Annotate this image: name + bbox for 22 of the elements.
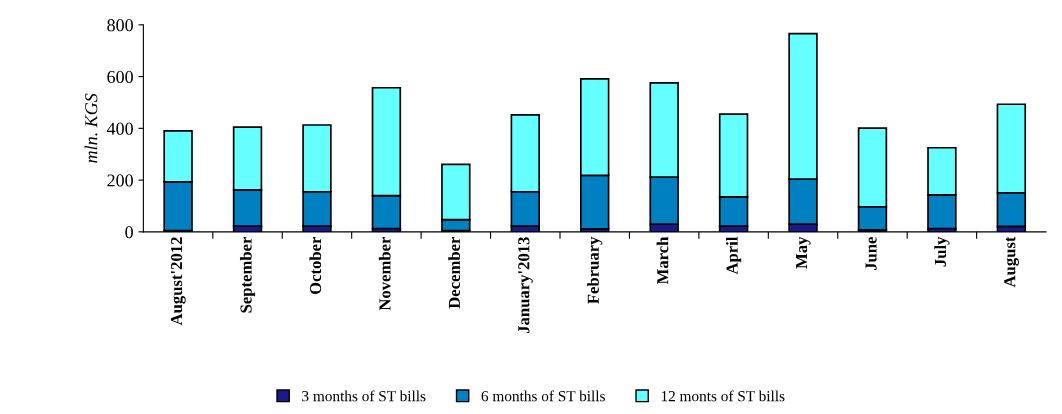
x-tick-label: July	[934, 236, 950, 267]
legend-label: 12 monts of ST bills	[661, 390, 785, 402]
legend-label: 3 months of ST bills	[302, 390, 426, 402]
x-tick-label: August	[1004, 236, 1019, 288]
y-tick-label: 0	[125, 226, 133, 239]
x-tick-label: June	[865, 236, 877, 271]
x-tick-label: May	[796, 236, 811, 269]
legend-label: 6 months of ST bills	[481, 390, 605, 402]
y-tick-label: 400	[106, 122, 133, 135]
y-tick-label: 600	[107, 70, 133, 84]
x-tick-label: October	[309, 236, 322, 295]
x-tick-label: March	[656, 236, 669, 285]
y-tick-label: 200	[107, 174, 133, 187]
y-tick-label: 800	[107, 19, 133, 32]
x-tick-label: November	[378, 236, 391, 311]
x-tick-label: August'2012	[170, 237, 186, 326]
y-axis-title: mln. KGS	[84, 93, 98, 163]
x-tick-label: September	[239, 236, 256, 313]
x-tick-label: January'2013	[518, 237, 533, 334]
x-tick-label: April	[726, 236, 742, 275]
x-tick-label: December	[448, 236, 461, 309]
x-tick-label: February	[587, 236, 603, 304]
